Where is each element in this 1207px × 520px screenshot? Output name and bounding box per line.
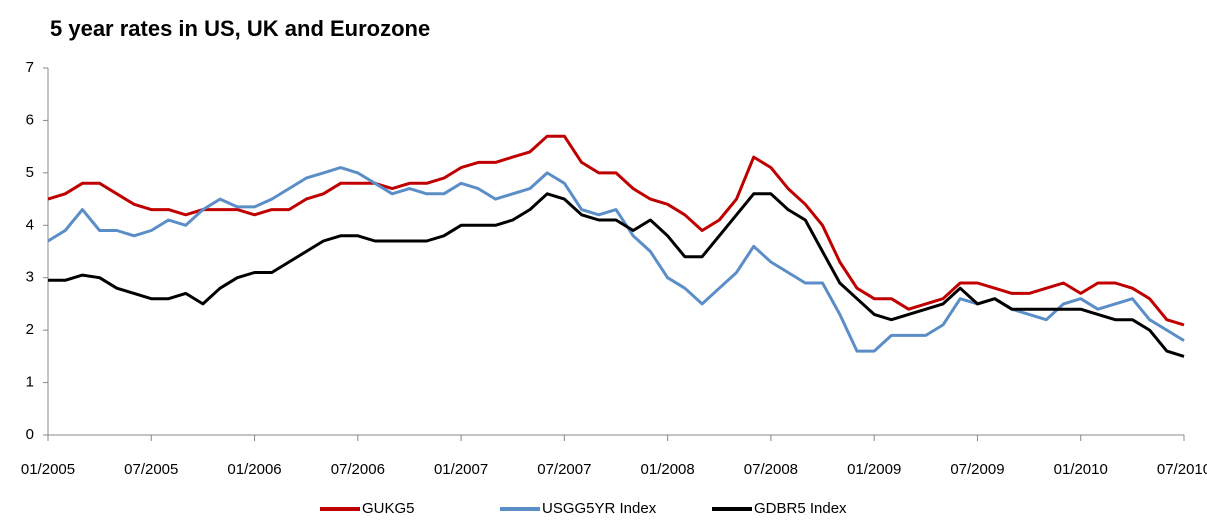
y-tick-label: 0: [26, 426, 34, 443]
y-tick-label: 4: [26, 216, 34, 233]
y-tick-label: 2: [26, 321, 34, 338]
x-tick-label: 01/2010: [1054, 461, 1108, 478]
y-tick-label: 5: [26, 164, 34, 181]
x-tick-label: 07/2009: [950, 461, 1004, 478]
line-series: [48, 192, 1185, 358]
legend-label: GDBR5 Index: [754, 500, 847, 517]
legend-label: USGG5YR Index: [542, 500, 657, 517]
chart-title: 5 year rates in US, UK and Eurozone: [50, 16, 430, 41]
x-tick-label: 01/2006: [227, 461, 281, 478]
legend-label: GUKG5: [362, 500, 415, 517]
x-tick-label: 01/2009: [847, 461, 901, 478]
x-tick-label: 07/2008: [744, 461, 798, 478]
x-tick-label: 07/2005: [124, 461, 178, 478]
y-tick-label: 7: [26, 59, 34, 76]
x-tick-label: 01/2007: [434, 461, 488, 478]
y-tick-label: 6: [26, 111, 34, 128]
x-tick-label: 07/2007: [537, 461, 591, 478]
x-tick-label: 07/2006: [331, 461, 385, 478]
x-tick-label: 01/2005: [21, 461, 75, 478]
y-tick-label: 1: [26, 374, 34, 391]
line-series: [47, 166, 1185, 353]
x-tick-label: 07/2010: [1157, 461, 1207, 478]
y-tick-label: 3: [26, 269, 34, 286]
line-series: [47, 134, 1185, 327]
x-tick-label: 01/2008: [641, 461, 695, 478]
